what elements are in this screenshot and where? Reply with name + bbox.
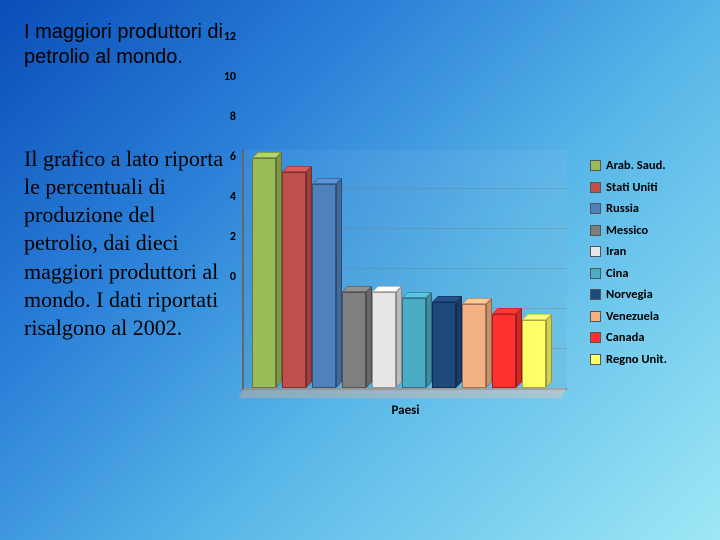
bar-front bbox=[432, 302, 456, 388]
legend-label: Canada bbox=[606, 330, 645, 345]
bar-front bbox=[462, 304, 486, 388]
legend-swatch bbox=[590, 311, 601, 322]
plot-area: Paesi bbox=[242, 150, 567, 390]
legend-swatch bbox=[590, 332, 601, 343]
bar bbox=[492, 314, 516, 388]
bar bbox=[342, 292, 366, 388]
legend-label: Stati Uniti bbox=[606, 180, 658, 195]
legend-swatch bbox=[590, 225, 601, 236]
page-title: I maggiori produttori di petrolio al mon… bbox=[24, 20, 244, 70]
chart-floor bbox=[238, 388, 567, 398]
legend-label: Russia bbox=[606, 201, 639, 216]
legend-label: Cina bbox=[606, 266, 629, 281]
bar bbox=[432, 302, 456, 388]
bar-front bbox=[282, 172, 306, 388]
y-axis: 024681012 bbox=[216, 150, 240, 390]
legend-swatch bbox=[590, 354, 601, 365]
legend-item: Cina bbox=[590, 266, 702, 281]
legend-item: Iran bbox=[590, 244, 702, 259]
bar-front bbox=[252, 158, 276, 388]
bars-container bbox=[252, 150, 562, 388]
legend-item: Russia bbox=[590, 201, 702, 216]
legend-item: Canada bbox=[590, 330, 702, 345]
x-axis-label: Paesi bbox=[244, 403, 567, 418]
bar-front bbox=[312, 184, 336, 388]
bar-front bbox=[492, 314, 516, 388]
legend-item: Arab. Saud. bbox=[590, 158, 702, 173]
bar bbox=[462, 304, 486, 388]
legend-label: Iran bbox=[606, 244, 626, 259]
bar-front bbox=[372, 292, 396, 388]
y-tick: 12 bbox=[224, 30, 236, 270]
legend-label: Venezuela bbox=[606, 309, 659, 324]
legend-item: Regno Unit. bbox=[590, 352, 702, 367]
description-text: Il grafico a lato riporta le percentuali… bbox=[24, 145, 224, 342]
legend-item: Messico bbox=[590, 223, 702, 238]
bar bbox=[372, 292, 396, 388]
legend-swatch bbox=[590, 289, 601, 300]
bar bbox=[282, 172, 306, 388]
legend-label: Messico bbox=[606, 223, 648, 238]
legend: Arab. Saud. Stati Uniti Russia Messico Iran C… bbox=[590, 158, 702, 367]
legend-label: Arab. Saud. bbox=[606, 158, 666, 173]
bar bbox=[252, 158, 276, 388]
legend-swatch bbox=[590, 246, 601, 257]
bar bbox=[522, 320, 546, 388]
legend-swatch bbox=[590, 203, 601, 214]
legend-label: Regno Unit. bbox=[606, 352, 667, 367]
bar-chart: 024681012 Paesi bbox=[216, 150, 571, 430]
legend-swatch bbox=[590, 160, 601, 171]
legend-swatch bbox=[590, 268, 601, 279]
bar bbox=[312, 184, 336, 388]
bar-front bbox=[342, 292, 366, 388]
legend-swatch bbox=[590, 182, 601, 193]
bar-front bbox=[522, 320, 546, 388]
legend-item: Norvegia bbox=[590, 287, 702, 302]
bar-front bbox=[402, 298, 426, 388]
bar-side bbox=[546, 314, 552, 388]
legend-label: Norvegia bbox=[606, 287, 653, 302]
bar bbox=[402, 298, 426, 388]
legend-item: Venezuela bbox=[590, 309, 702, 324]
legend-item: Stati Uniti bbox=[590, 180, 702, 195]
